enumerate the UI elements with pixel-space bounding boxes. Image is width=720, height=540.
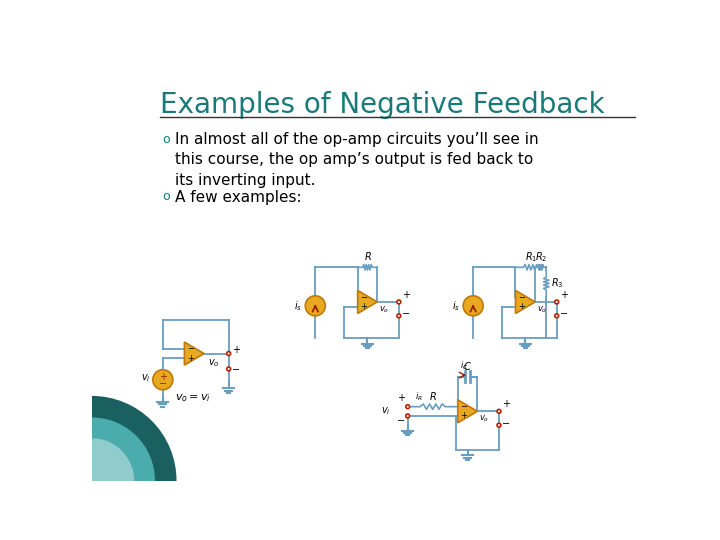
Text: $i_C$: $i_C$: [460, 359, 469, 372]
Text: +: +: [518, 302, 525, 311]
Text: $v_i$: $v_i$: [141, 372, 150, 384]
Circle shape: [305, 296, 325, 316]
Text: $i_s$: $i_s$: [294, 299, 302, 313]
Circle shape: [497, 409, 501, 413]
Circle shape: [463, 296, 483, 316]
Polygon shape: [358, 291, 377, 314]
Text: $R_1$: $R_1$: [525, 251, 537, 264]
Text: −: −: [186, 345, 194, 354]
Text: $v_o$: $v_o$: [480, 414, 490, 424]
Text: −: −: [559, 309, 568, 319]
Text: +: +: [559, 290, 568, 300]
Circle shape: [50, 438, 134, 523]
Text: +: +: [159, 372, 167, 382]
Text: $v_o$: $v_o$: [208, 357, 220, 369]
Text: −: −: [159, 379, 167, 389]
Text: $v_o = v_i$: $v_o = v_i$: [175, 392, 211, 404]
Circle shape: [397, 314, 401, 318]
Circle shape: [227, 352, 230, 355]
Polygon shape: [184, 342, 204, 365]
Text: $R_2$: $R_2$: [534, 251, 547, 264]
Circle shape: [397, 300, 401, 304]
Text: +: +: [460, 411, 467, 421]
Text: $v_o$: $v_o$: [537, 305, 547, 315]
Polygon shape: [516, 291, 535, 314]
Text: −: −: [397, 416, 405, 426]
Circle shape: [406, 405, 410, 409]
Text: $R_3$: $R_3$: [551, 276, 564, 291]
Polygon shape: [458, 400, 477, 423]
Text: −: −: [518, 293, 525, 302]
Text: $i_s$: $i_s$: [452, 299, 460, 313]
Text: +: +: [232, 345, 240, 355]
Circle shape: [153, 370, 173, 390]
Text: o: o: [163, 190, 170, 203]
Text: +: +: [360, 302, 366, 311]
Text: +: +: [397, 393, 405, 402]
Text: $v_i$: $v_i$: [382, 406, 391, 417]
Circle shape: [29, 417, 155, 540]
Text: $R$: $R$: [429, 390, 436, 402]
Circle shape: [497, 423, 501, 427]
Text: −: −: [502, 418, 510, 429]
Circle shape: [555, 300, 559, 304]
Text: $R$: $R$: [364, 251, 372, 262]
Text: −: −: [460, 402, 467, 411]
Text: Examples of Negative Feedback: Examples of Negative Feedback: [160, 91, 604, 119]
Text: A few examples:: A few examples:: [175, 190, 302, 205]
Text: $v_o$: $v_o$: [379, 305, 390, 315]
Text: $i_R$: $i_R$: [415, 391, 423, 403]
Text: $C$: $C$: [463, 360, 472, 372]
Text: +: +: [502, 400, 510, 409]
Text: $a$: $a$: [460, 407, 467, 416]
Circle shape: [227, 367, 230, 371]
Text: o: o: [163, 132, 170, 146]
Text: +: +: [186, 354, 194, 363]
Circle shape: [555, 314, 559, 318]
Circle shape: [406, 414, 410, 418]
Text: +: +: [402, 290, 410, 300]
Text: −: −: [402, 309, 410, 319]
Circle shape: [7, 396, 176, 540]
Text: −: −: [360, 293, 367, 302]
Text: In almost all of the op-amp circuits you’ll see in
this course, the op amp’s out: In almost all of the op-amp circuits you…: [175, 132, 539, 187]
Text: −: −: [232, 366, 240, 375]
